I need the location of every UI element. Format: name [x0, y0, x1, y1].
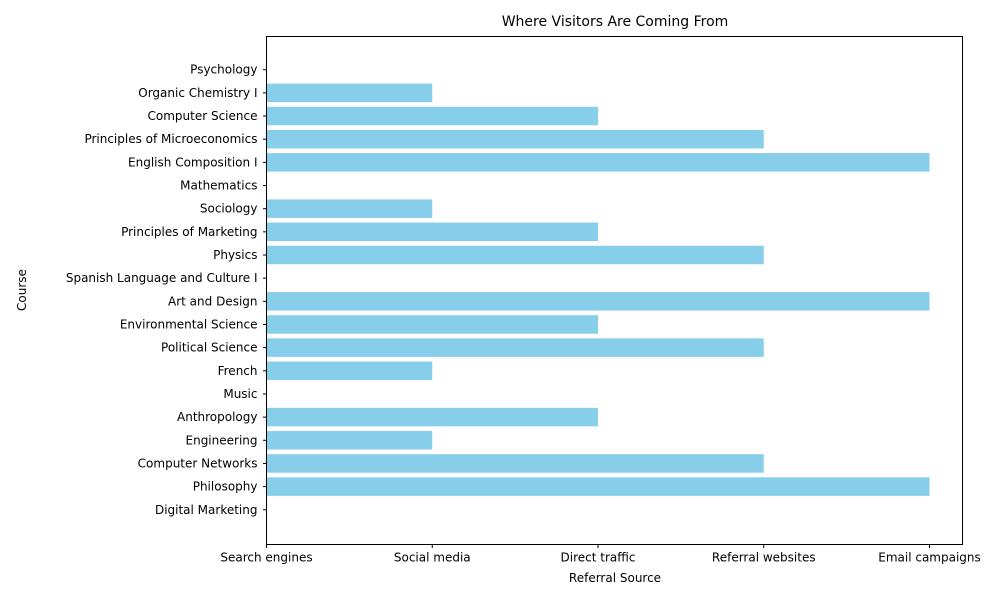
- x-tick-label-email-campaigns: Email campaigns: [878, 551, 981, 565]
- bar-computer-science: [266, 106, 598, 126]
- bar-principles-of-marketing: [266, 222, 598, 242]
- y-tick-label-spanish-language-and-culture-i: Spanish Language and Culture I: [66, 271, 258, 285]
- y-tick-label-principles-of-marketing: Principles of Marketing: [121, 225, 257, 239]
- y-tick-label-physics: Physics: [213, 248, 257, 262]
- bar-physics: [266, 245, 764, 265]
- y-tick-label-computer-science: Computer Science: [148, 109, 258, 123]
- bar-anthropology: [266, 407, 598, 427]
- y-tick-label-political-science: Political Science: [161, 341, 257, 355]
- y-tick-label-french: French: [218, 364, 258, 378]
- x-tick-label-direct-traffic: Direct traffic: [561, 551, 636, 565]
- bars-group: [266, 83, 930, 496]
- chart-title: Where Visitors Are Coming From: [502, 14, 729, 30]
- y-tick-label-psychology: Psychology: [190, 63, 257, 77]
- x-axis-ticks: Search engines Social media Direct traffic…: [220, 544, 981, 565]
- bar-political-science: [266, 338, 764, 357]
- x-tick-label-referral-websites: Referral websites: [712, 551, 816, 565]
- y-tick-label-english-composition-i: English Composition I: [128, 155, 257, 169]
- y-tick-label-principles-of-microeconomics: Principles of Microeconomics: [84, 132, 257, 146]
- y-tick-label-music: Music: [223, 387, 257, 401]
- y-tick-label-environmental-science: Environmental Science: [120, 317, 258, 331]
- bar-organic-chemistry-i: [266, 83, 433, 103]
- bar-engineering: [266, 431, 433, 450]
- y-tick-label-art-and-design: Art and Design: [168, 294, 257, 308]
- y-tick-label-organic-chemistry-i: Organic Chemistry I: [138, 86, 257, 100]
- bar-sociology: [266, 199, 433, 218]
- x-axis-label: Referral Source: [569, 571, 661, 585]
- bar-philosophy: [266, 477, 930, 496]
- x-tick-label-social-media: Social media: [394, 551, 471, 565]
- y-tick-label-digital-marketing: Digital Marketing: [155, 503, 258, 517]
- bar-french: [266, 361, 433, 381]
- y-axis-ticks: Digital Marketing Philosophy Computer Netw…: [66, 63, 267, 517]
- bar-art-and-design: [266, 292, 930, 311]
- y-tick-label-sociology: Sociology: [200, 202, 258, 216]
- bar-environmental-science: [266, 315, 598, 334]
- y-axis-label: Course: [15, 269, 29, 311]
- bar-computer-networks: [266, 454, 764, 473]
- bar-english-composition-i: [266, 153, 930, 172]
- y-tick-label-anthropology: Anthropology: [177, 410, 258, 424]
- bar-principles-of-microeconomics: [266, 129, 764, 149]
- plot-frame: [266, 36, 963, 545]
- x-tick-label-search-engines: Search engines: [220, 551, 312, 565]
- y-tick-label-computer-networks: Computer Networks: [138, 456, 258, 470]
- y-tick-label-engineering: Engineering: [186, 433, 258, 447]
- y-tick-label-philosophy: Philosophy: [193, 480, 258, 494]
- y-tick-label-mathematics: Mathematics: [180, 179, 257, 193]
